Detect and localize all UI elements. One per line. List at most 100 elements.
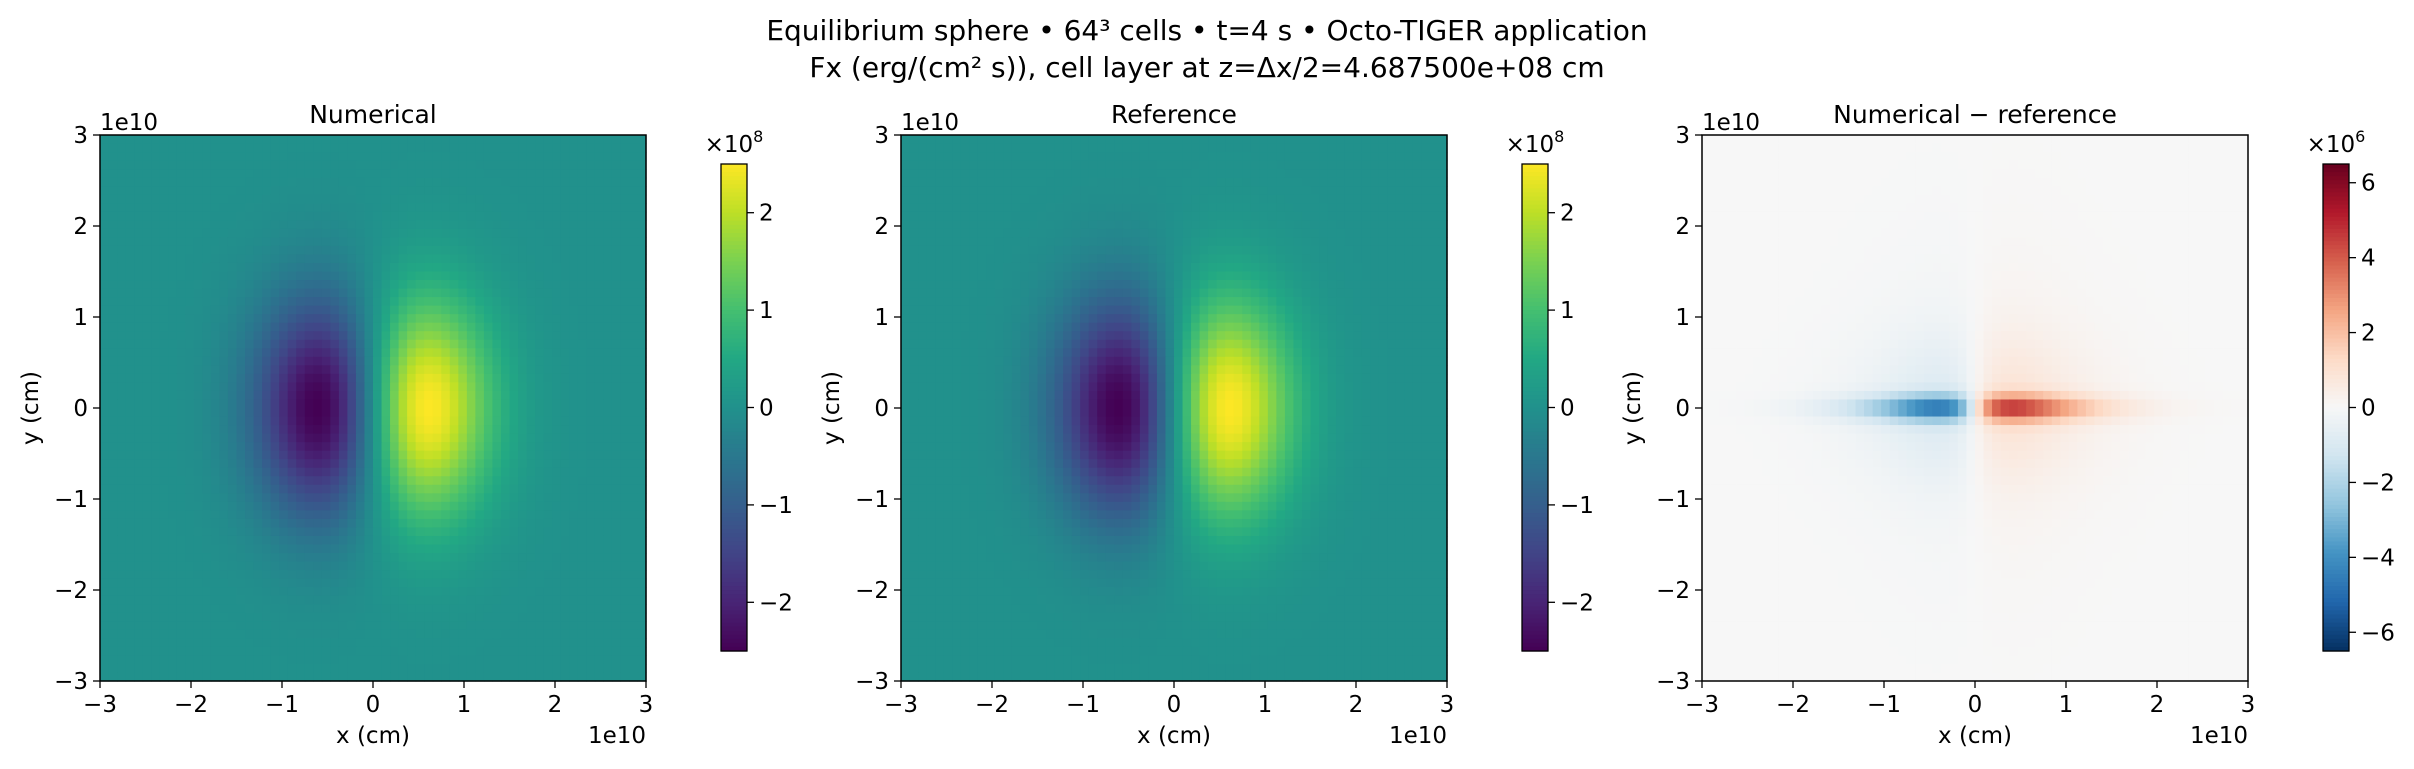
heatmap-cell (603, 152, 613, 162)
heatmap-cell (986, 228, 996, 238)
heatmap-cell (543, 356, 553, 366)
heatmap-cell (449, 160, 459, 170)
heatmap-cell (943, 152, 953, 162)
heatmap-cell (500, 399, 511, 409)
heatmap-cell (117, 425, 127, 435)
heatmap-cell (304, 655, 314, 665)
heatmap-cell (526, 621, 536, 631)
colorbar-segment (721, 468, 747, 474)
heatmap-cell (594, 194, 604, 204)
heatmap-cell (185, 220, 195, 230)
colorbar-segment (721, 472, 747, 478)
heatmap-cell (304, 535, 314, 546)
heatmap-cell (321, 186, 331, 196)
heatmap-cell (1267, 203, 1277, 213)
heatmap-cell (1344, 169, 1354, 179)
heatmap-cell (151, 365, 161, 375)
heatmap-cell (176, 211, 186, 221)
heatmap-cell (1046, 152, 1056, 162)
heatmap-cell (569, 245, 579, 256)
heatmap-cell (390, 211, 400, 221)
heatmap-cell (1063, 228, 1073, 238)
heatmap-cell (355, 220, 366, 230)
heatmap-cell (458, 245, 468, 256)
heatmap-cell (577, 655, 587, 665)
heatmap-cell (569, 663, 579, 674)
heatmap-cell (424, 220, 434, 230)
heatmap-cell (628, 672, 639, 682)
heatmap-cell (603, 288, 613, 298)
heatmap-cell (407, 356, 417, 366)
heatmap-cell (594, 646, 604, 657)
heatmap-cell (245, 365, 255, 375)
heatmap-cell (279, 339, 289, 349)
heatmap-cell (552, 484, 562, 494)
heatmap-cell (586, 169, 596, 179)
heatmap-cell (424, 237, 434, 247)
heatmap-cell (509, 194, 519, 204)
heatmap-cell (1020, 152, 1030, 162)
heatmap-cell (509, 408, 519, 418)
heatmap-cell (381, 399, 391, 409)
heatmap-cell (526, 390, 536, 401)
heatmap-cell (483, 297, 494, 307)
heatmap-cell (202, 152, 212, 162)
heatmap-cell (594, 160, 604, 170)
heatmap-cell (603, 655, 613, 665)
heatmap-cell (390, 578, 400, 588)
heatmap-cell (142, 484, 152, 494)
heatmap-cell (535, 194, 545, 204)
heatmap-cell (304, 356, 314, 366)
heatmap-cell (1276, 194, 1286, 204)
heatmap-cell (1250, 177, 1260, 187)
colorbar-segment (721, 334, 747, 340)
heatmap-cell (1293, 177, 1303, 187)
heatmap-cell (1191, 169, 1201, 179)
heatmap-cell (509, 535, 519, 546)
heatmap-cell (449, 646, 459, 657)
heatmap-cell (637, 629, 647, 639)
heatmap-cell (338, 535, 349, 546)
heatmap-cell (509, 237, 519, 247)
heatmap-cell (108, 305, 118, 315)
heatmap-cell (185, 177, 195, 187)
heatmap-cell (628, 570, 639, 580)
heatmap-cell (287, 544, 297, 554)
heatmap-cell (142, 578, 152, 588)
heatmap-cell (620, 544, 630, 554)
heatmap-cell (227, 510, 238, 520)
heatmap-cell (210, 356, 221, 366)
heatmap-cell (321, 160, 331, 170)
heatmap-cell (603, 143, 613, 153)
heatmap-cell (1028, 194, 1039, 204)
colorbar-segment (721, 464, 747, 469)
heatmap-cell (1319, 177, 1329, 187)
heatmap-cell (569, 578, 579, 588)
heatmap-cell (1054, 220, 1064, 230)
heatmap-cell (466, 322, 476, 332)
heatmap-cell (253, 510, 263, 520)
heatmap-cell (398, 177, 408, 187)
heatmap-cell (1310, 152, 1320, 162)
heatmap-cell (518, 245, 528, 256)
heatmap-cell (151, 527, 161, 537)
heatmap-cell (620, 501, 630, 511)
heatmap-cell (535, 271, 545, 281)
heatmap-cell (526, 152, 536, 162)
heatmap-cell (577, 280, 587, 290)
heatmap-cell (560, 339, 570, 349)
heatmap-cell (637, 578, 647, 588)
heatmap-cell (1165, 152, 1175, 162)
heatmap-cell (1037, 143, 1047, 153)
heatmap-cell (526, 339, 536, 349)
heatmap-cell (594, 450, 604, 460)
heatmap-cell (176, 646, 186, 657)
heatmap-cell (245, 348, 255, 358)
heatmap-cell (407, 177, 417, 187)
heatmap-cell (458, 510, 468, 520)
heatmap-cell (236, 459, 246, 469)
heatmap-cell (543, 416, 553, 426)
heatmap-cell (398, 604, 408, 614)
heatmap-cell (159, 595, 169, 605)
heatmap-cell (577, 638, 587, 648)
